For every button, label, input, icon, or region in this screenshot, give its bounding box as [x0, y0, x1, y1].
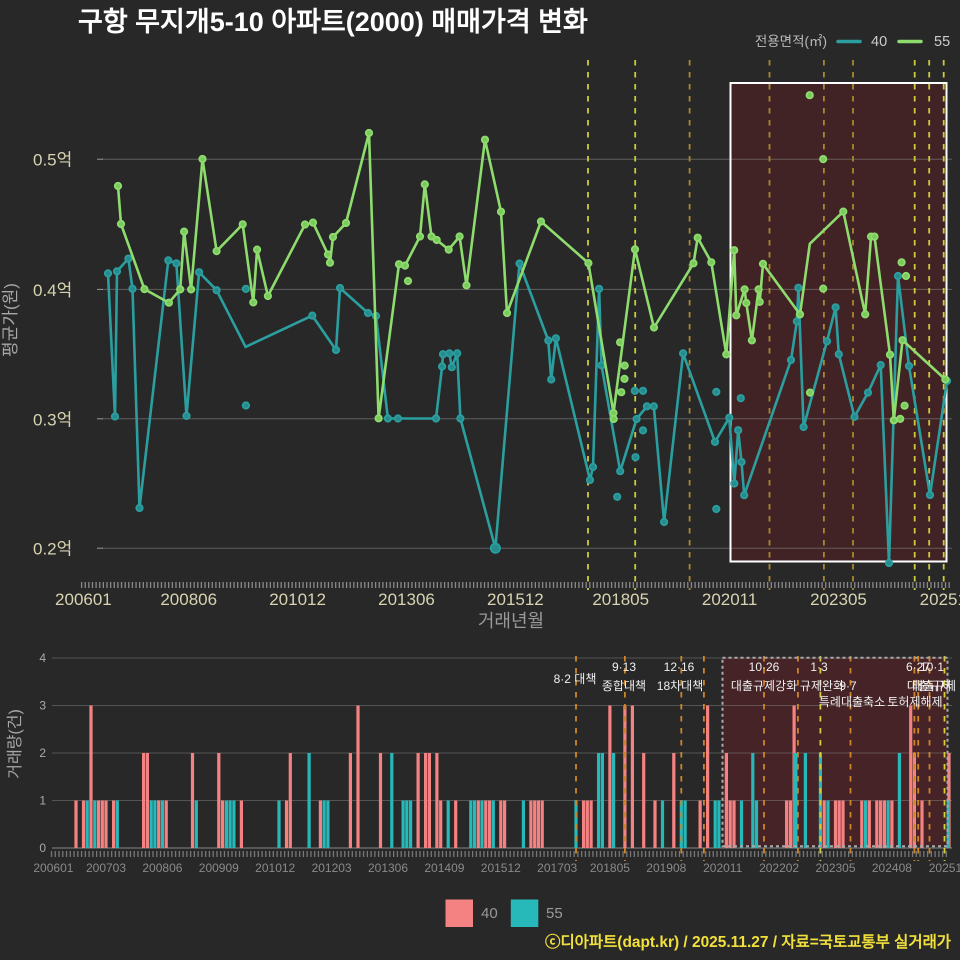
- svg-text:대출규제강화: 대출규제강화: [731, 679, 797, 693]
- svg-text:8·2 대책: 8·2 대책: [554, 671, 597, 686]
- svg-text:200703: 200703: [86, 861, 126, 875]
- svg-text:55: 55: [934, 34, 950, 50]
- svg-text:202305: 202305: [815, 861, 855, 875]
- svg-text:종합대책: 종합대책: [602, 678, 646, 693]
- svg-text:201012: 201012: [269, 590, 326, 609]
- svg-text:200806: 200806: [160, 590, 217, 609]
- svg-text:200601: 200601: [33, 861, 73, 875]
- svg-text:201805: 201805: [592, 590, 649, 609]
- svg-text:201805: 201805: [590, 861, 630, 875]
- svg-text:0.3억: 0.3억: [33, 410, 72, 429]
- svg-text:201703: 201703: [537, 861, 577, 875]
- svg-text:특례대출축소: 특례대출축소: [819, 695, 885, 709]
- svg-text:9·7: 9·7: [839, 679, 857, 693]
- svg-text:202305: 202305: [810, 590, 867, 609]
- svg-text:201512: 201512: [487, 590, 544, 609]
- svg-text:201409: 201409: [424, 861, 464, 875]
- svg-text:201512: 201512: [481, 861, 521, 875]
- svg-text:201012: 201012: [255, 861, 295, 875]
- svg-text:202408: 202408: [872, 861, 912, 875]
- svg-text:9·13: 9·13: [612, 660, 636, 674]
- svg-text:0: 0: [39, 841, 46, 855]
- svg-text:평균가(원): 평균가(원): [1, 283, 20, 357]
- svg-text:2: 2: [39, 746, 46, 760]
- svg-text:6·27: 6·27: [906, 660, 930, 674]
- svg-text:거래년월: 거래년월: [478, 611, 544, 631]
- svg-text:200909: 200909: [199, 861, 239, 875]
- svg-text:토허제해제: 토허제해제: [887, 695, 942, 709]
- svg-text:0.2억: 0.2억: [33, 540, 72, 559]
- svg-text:4: 4: [39, 651, 46, 665]
- svg-text:200601: 200601: [55, 590, 112, 609]
- svg-text:12·16: 12·16: [664, 660, 695, 674]
- svg-text:10·26: 10·26: [749, 660, 780, 674]
- svg-text:1·3: 1·3: [810, 660, 828, 674]
- svg-text:전용면적(㎡): 전용면적(㎡): [755, 34, 827, 49]
- svg-text:0.4억: 0.4억: [33, 281, 72, 300]
- svg-text:규제완화: 규제완화: [800, 679, 844, 693]
- svg-text:1: 1: [39, 794, 46, 808]
- svg-text:ⓒ디아파트(dapt.kr) / 2025.11.27 /: ⓒ디아파트(dapt.kr) / 2025.11.27 / 자료=국토교통부 실…: [545, 932, 952, 951]
- svg-text:202011: 202011: [703, 861, 742, 875]
- svg-text:55: 55: [546, 905, 563, 922]
- svg-text:201203: 201203: [312, 861, 352, 875]
- svg-text:202202: 202202: [759, 861, 799, 875]
- svg-text:202511: 202511: [929, 861, 960, 875]
- svg-text:200806: 200806: [142, 861, 182, 875]
- svg-text:202011: 202011: [702, 590, 757, 609]
- svg-text:202511: 202511: [920, 590, 960, 609]
- svg-text:3: 3: [39, 699, 46, 713]
- svg-text:40: 40: [871, 34, 887, 50]
- svg-text:10·1: 10·1: [920, 660, 944, 674]
- svg-text:201908: 201908: [646, 861, 686, 875]
- svg-text:구항 무지개5-10 아파트(2000) 매매가격 변화: 구항 무지개5-10 아파트(2000) 매매가격 변화: [78, 7, 588, 37]
- svg-text:201306: 201306: [368, 861, 408, 875]
- svg-text:대출규제: 대출규제: [912, 679, 956, 693]
- svg-text:0.5억: 0.5억: [33, 151, 72, 170]
- svg-text:18차대책: 18차대책: [657, 678, 703, 693]
- svg-text:거래량(건): 거래량(건): [6, 709, 24, 779]
- svg-text:40: 40: [481, 905, 498, 922]
- svg-text:대출규제: 대출규제: [907, 679, 951, 693]
- svg-text:201306: 201306: [378, 590, 435, 609]
